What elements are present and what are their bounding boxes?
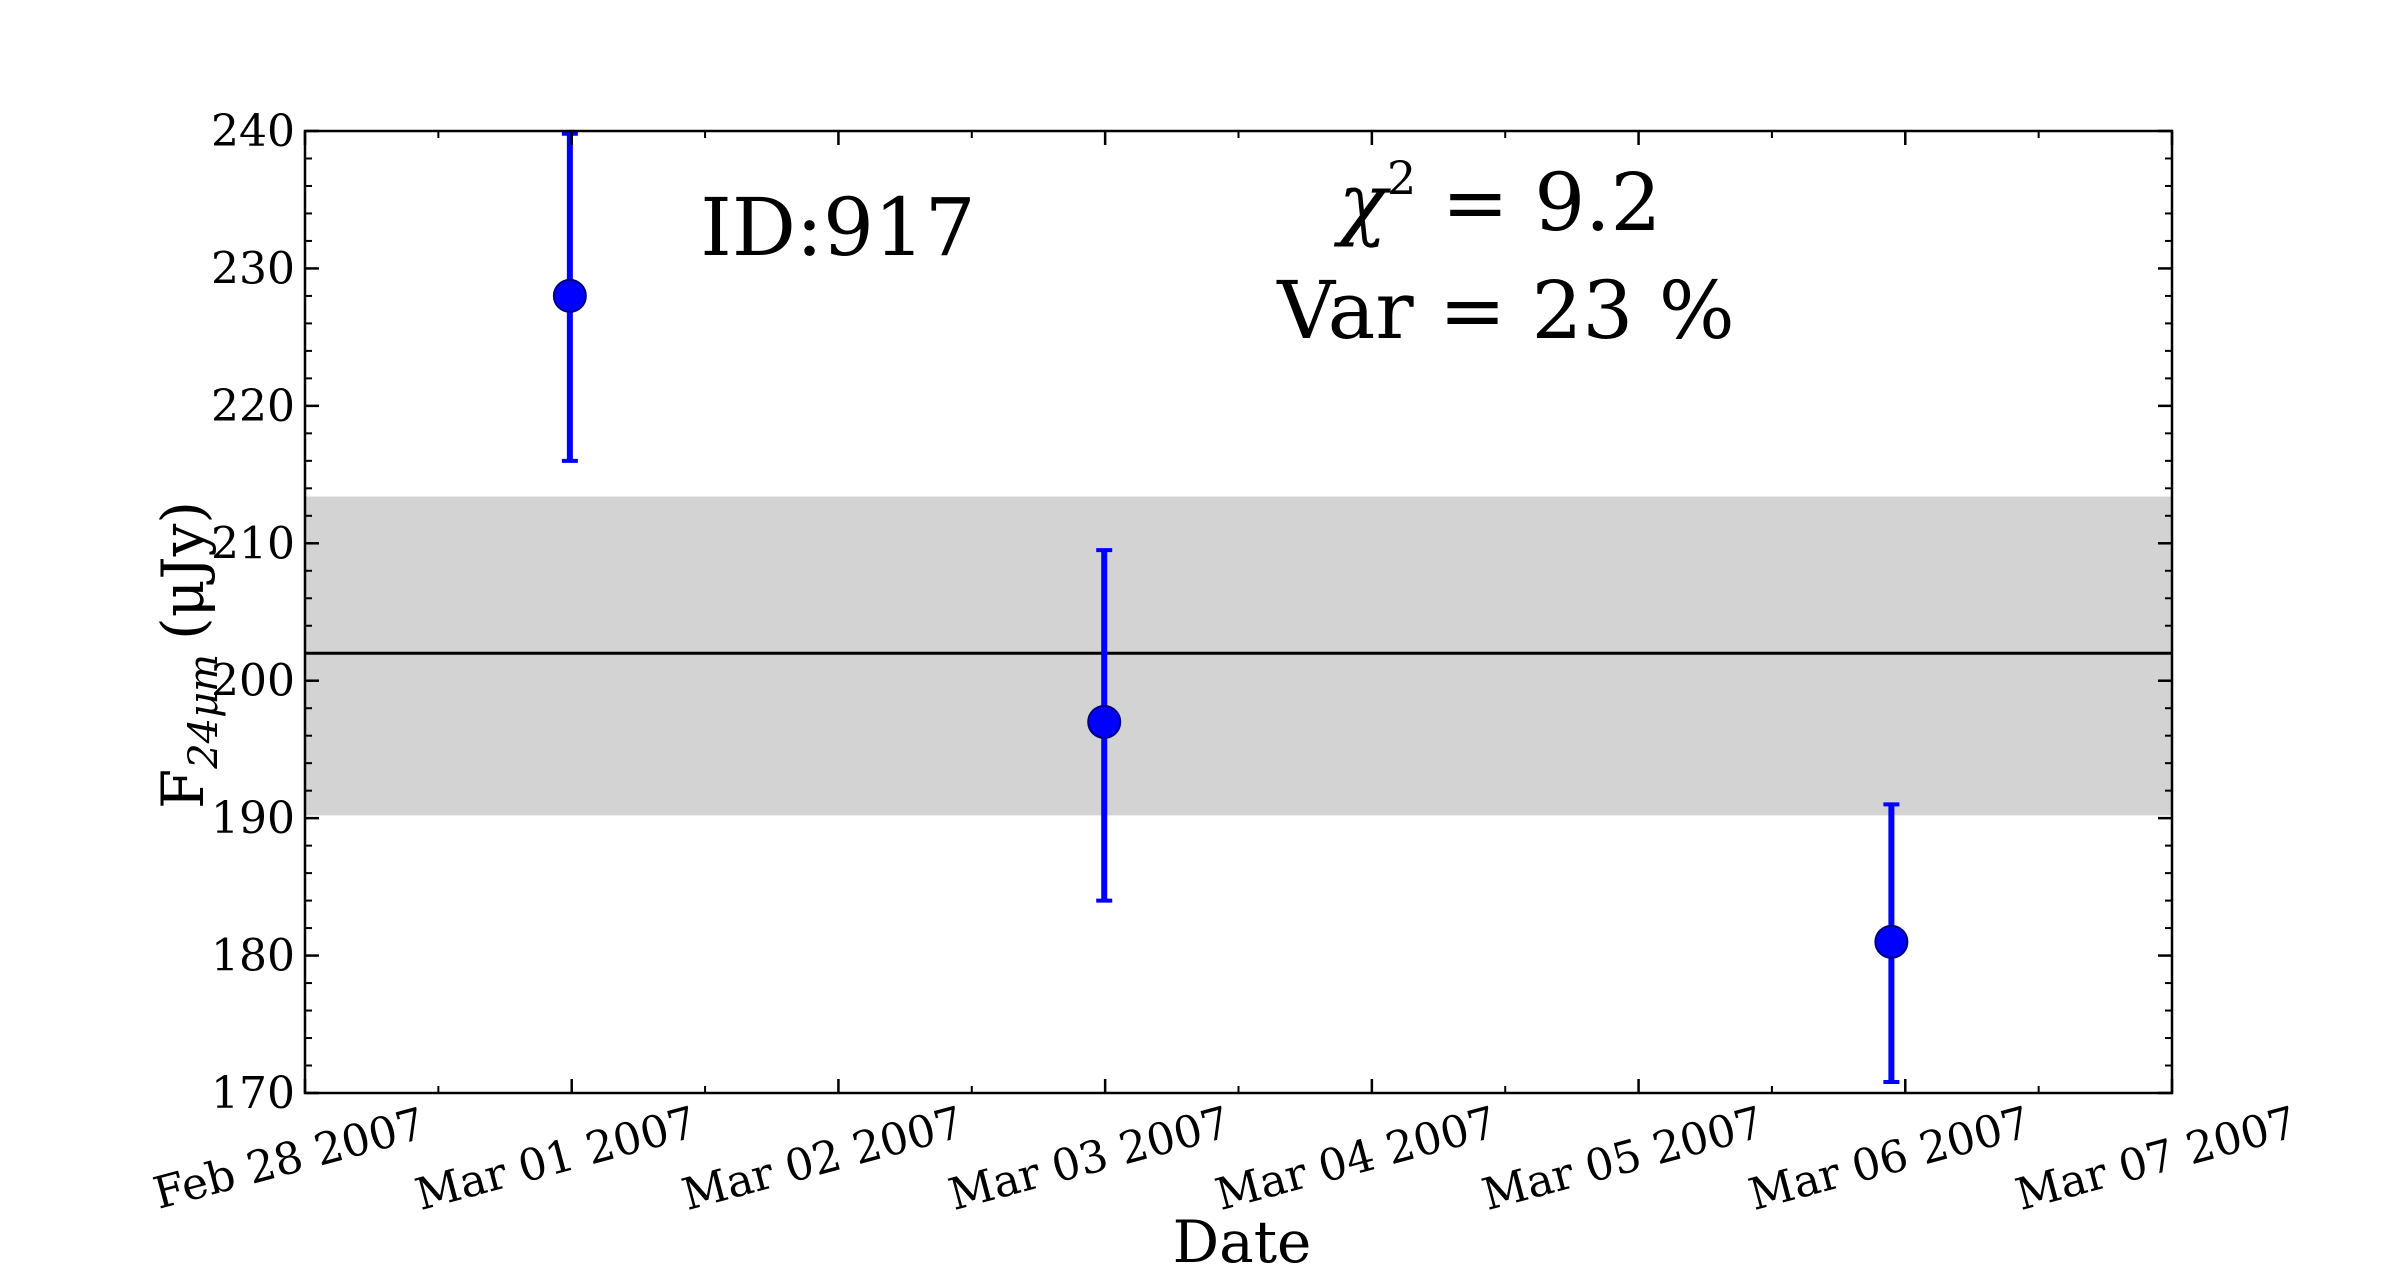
data-marker [552,278,587,313]
y-tick-label: 220 [211,381,295,432]
y-tick-label: 200 [211,656,295,707]
data-points-layer [552,131,1909,1085]
x-tick-label: Mar 05 2007 [1477,1097,1769,1221]
data-marker [1874,924,1909,959]
x-tick-label: Mar 07 2007 [2010,1097,2302,1221]
x-axis-label: Date [1173,1208,1312,1276]
y-tick-label: 230 [211,243,295,294]
variance-band-layer [305,496,2172,816]
chi-symbol: χ [1334,156,1392,249]
data-point-1 [552,131,587,463]
data-marker [1087,704,1122,739]
y-axis-label-main: F [149,769,217,809]
chi-square-label: χ2 = 9.2 [1334,151,1662,249]
x-tick-label: Mar 03 2007 [944,1097,1236,1221]
data-point-3 [1874,802,1909,1085]
x-tick-label: Mar 04 2007 [1210,1097,1502,1221]
x-tick-label: Mar 06 2007 [1744,1097,2036,1221]
x-tick-label: Mar 02 2007 [677,1097,969,1221]
y-tick-label: 240 [211,106,295,157]
y-tick-label: 190 [211,793,295,844]
source-id-label: ID:917 [700,181,975,274]
y-axis-label-unit: (μJy) [149,501,217,640]
variance-label: Var = 23 % [1276,264,1735,357]
variance-band [305,496,2172,816]
chi-value: = 9.2 [1416,156,1661,249]
y-axis-label-subscript: 24μm [181,654,227,770]
data-point-2 [1087,548,1122,903]
x-tick-label: Mar 01 2007 [410,1097,702,1221]
y-tick-label: 210 [211,518,295,569]
y-ticks-layer: 170 180 190 200 210 220 230 240 [211,106,2172,1119]
y-axis-label: F24μm (μJy) [149,501,227,809]
y-tick-label: 170 [211,1068,295,1119]
y-tick-label: 180 [211,931,295,982]
chi-power: 2 [1387,151,1416,205]
